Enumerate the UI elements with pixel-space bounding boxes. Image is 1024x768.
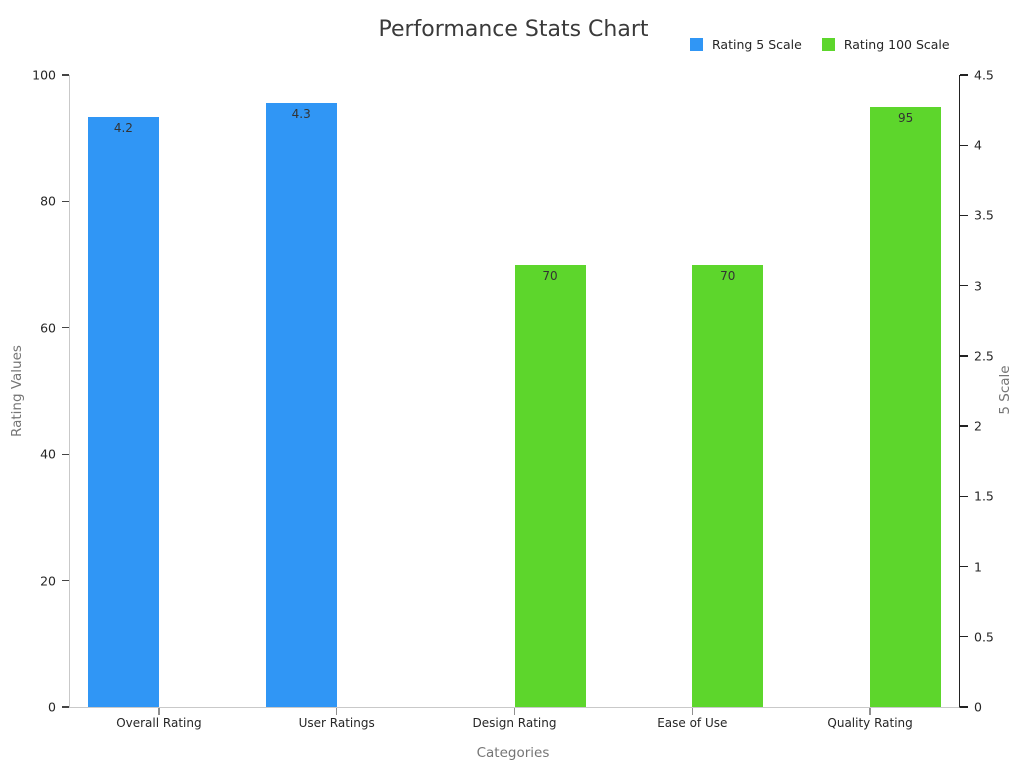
right-y-tick [960,144,968,146]
right-y-tick [960,74,968,76]
right-y-tick [960,355,968,357]
right-y-tick-label: 1.5 [974,488,994,504]
bar-value-label: 4.3 [291,107,311,122]
left-y-tick-label: 60 [40,320,56,336]
left-y-tick [62,579,69,582]
bar-quality-rating [870,106,942,707]
left-y-tick [62,200,69,203]
bar-value-label: 70 [542,268,558,283]
x-tick-label-ease-of-use: Ease of Use [657,716,728,730]
left-y-tick [62,327,69,329]
left-y-tick [62,74,69,76]
bar-ease-of-use [692,264,764,707]
left-y-tick-label: 20 [40,573,56,589]
right-y-tick-label: 0.5 [974,629,994,645]
x-tick-label-design-rating: Design Rating [472,716,557,730]
right-y-tick-label: 4 [974,137,982,153]
right-y-tick [960,425,968,427]
bar-design-rating [514,264,586,707]
bar-overall-rating [87,117,159,707]
bar-value-label: 70 [720,268,736,283]
x-tick [869,708,871,715]
x-tick [691,708,693,715]
left-y-tick [62,453,69,455]
right-y-tick-label: 1 [974,559,982,575]
right-y-tick-label: 3 [974,278,982,294]
left-y-tick-label: 100 [32,67,56,83]
right-y-tick-label: 2.5 [974,348,994,364]
legend-swatch-icon [690,38,703,51]
chart-title: Performance Stats Chart [378,17,649,42]
x-tick-label-overall-rating: Overall Rating [116,716,202,730]
x-tick-label-user-ratings: User Ratings [298,716,375,730]
left-y-axis-label: Rating Values [9,345,25,437]
right-y-tick [960,706,968,708]
bar-value-label: 95 [897,110,914,125]
legend-item-rating-5-scale: Rating 5 Scale [690,37,802,52]
x-tick [513,708,516,715]
left-y-tick [62,706,69,708]
right-y-tick-label: 0 [974,699,982,715]
right-y-tick-label: 2 [974,418,982,434]
right-y-axis-label: 5 Scale [997,365,1013,415]
x-tick [336,708,338,715]
left-y-tick-label: 40 [40,446,56,462]
x-axis-label: Categories [476,745,550,761]
right-y-tick [960,495,968,498]
right-y-tick [960,284,968,287]
right-y-tick [960,214,968,217]
bar-user-ratings [265,103,337,707]
x-tick-label-quality-rating: Quality Rating [827,716,913,730]
plot-area: 0 20 40 60 80 100 0 0.5 1 1.5 2 2.5 3 3.5 4 4.5 Overall … [32,68,994,731]
right-y-tick-label: 4.5 [974,67,994,83]
legend-item-rating-100-scale: Rating 100 Scale [821,37,950,52]
left-y-tick-label: 0 [48,699,56,715]
left-y-tick-label: 80 [40,193,56,209]
right-y-tick [960,636,968,638]
right-y-tick [960,565,968,568]
bar-value-label: 4.2 [113,121,133,136]
x-tick [158,708,160,715]
chart-legend: Rating 5 Scale Rating 100 Scale [690,37,950,52]
legend-label: Rating 100 Scale [843,37,950,52]
legend-label: Rating 5 Scale [712,37,802,52]
right-y-tick-label: 3.5 [974,207,994,223]
legend-swatch-icon [821,38,835,51]
